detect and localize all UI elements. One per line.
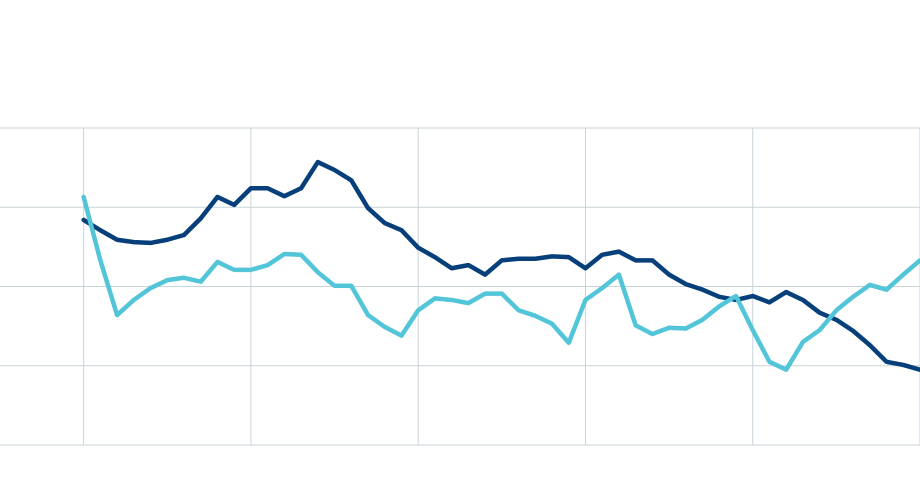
series-line — [81, 194, 920, 372]
series-line — [81, 159, 920, 372]
